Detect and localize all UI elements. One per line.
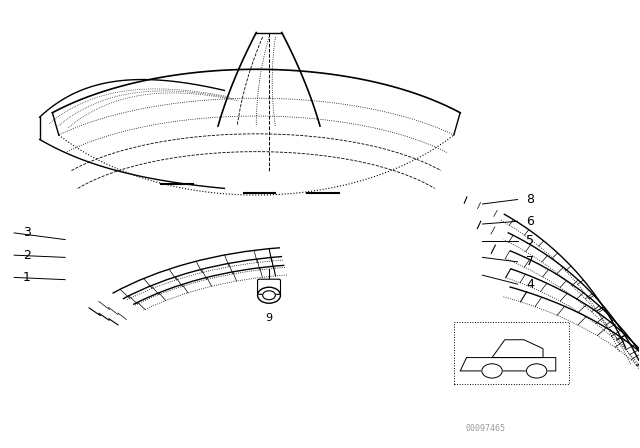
- Text: 3: 3: [23, 226, 31, 239]
- Text: 7: 7: [526, 255, 534, 268]
- Text: 8: 8: [526, 193, 534, 206]
- Polygon shape: [460, 358, 556, 371]
- Text: 4: 4: [526, 278, 534, 291]
- Text: 1: 1: [23, 271, 31, 284]
- Text: 9: 9: [266, 313, 273, 323]
- FancyBboxPatch shape: [257, 279, 280, 294]
- Text: 00097465: 00097465: [466, 424, 506, 433]
- Text: 6: 6: [526, 215, 534, 228]
- Bar: [454, 322, 568, 384]
- Text: 2: 2: [23, 249, 31, 262]
- Circle shape: [482, 364, 502, 378]
- Polygon shape: [492, 340, 543, 358]
- Circle shape: [257, 287, 280, 303]
- Circle shape: [262, 291, 275, 300]
- Text: 5: 5: [526, 234, 534, 247]
- Circle shape: [527, 364, 547, 378]
